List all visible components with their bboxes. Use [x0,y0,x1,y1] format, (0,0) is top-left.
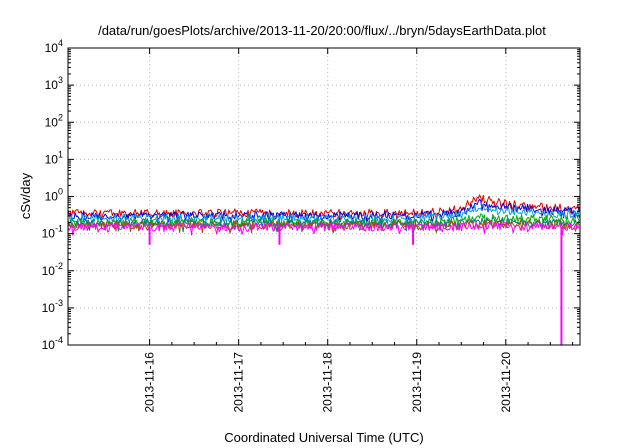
y-axis-label: cSv/day [18,172,33,219]
x-tick-label: 2013-11-17 [232,352,246,413]
y-tick-base: 10 [45,115,59,129]
y-tick-base: 10 [42,227,56,241]
y-tick-exponent: -3 [55,298,63,308]
y-tick-base: 10 [45,152,59,166]
y-tick-exponent: 4 [58,38,63,48]
y-tick-label: 100 [45,187,63,204]
series-line [67,198,580,225]
y-tick-label: 10-2 [42,261,63,278]
x-axis-label: Coordinated Universal Time (UTC) [224,430,423,445]
y-tick-base: 10 [45,41,59,55]
y-tick-label: 10-1 [42,224,63,241]
series-line [67,221,580,236]
x-tick-label: 2013-11-16 [143,352,157,413]
y-tick-label: 102 [45,112,63,129]
series-line [67,203,580,227]
y-tick-label: 104 [45,38,63,55]
x-tick-label: 2013-11-20 [499,352,513,413]
series-line [67,219,580,234]
y-tick-label: 101 [45,149,63,166]
chart-title: /data/run/goesPlots/archive/2013-11-20/2… [98,23,546,38]
y-tick-exponent: 3 [58,75,63,85]
y-tick-base: 10 [42,264,56,278]
series-line [67,216,580,233]
x-tick-label: 2013-11-18 [321,352,335,413]
y-tick-label: 10-3 [42,298,63,315]
grid-lines [68,48,580,345]
y-tick-base: 10 [42,338,56,352]
y-tick-base: 10 [45,78,59,92]
y-tick-base: 10 [42,301,56,315]
series-layer [67,194,580,345]
y-tick-exponent: -4 [55,335,63,345]
y-tick-label: 103 [45,75,63,92]
y-tick-label: 10-4 [42,335,63,352]
y-tick-exponent: 1 [58,149,63,159]
x-tick-label: 2013-11-19 [410,352,424,413]
x-axis: 2013-11-16 2013-11-17 2013-11-18 2013-11-19… [143,48,574,413]
y-tick-exponent: 0 [58,187,63,197]
y-tick-exponent: -2 [55,261,63,271]
y-tick-base: 10 [45,190,59,204]
y-tick-exponent: 2 [58,112,63,122]
y-tick-exponent: -1 [55,224,63,234]
